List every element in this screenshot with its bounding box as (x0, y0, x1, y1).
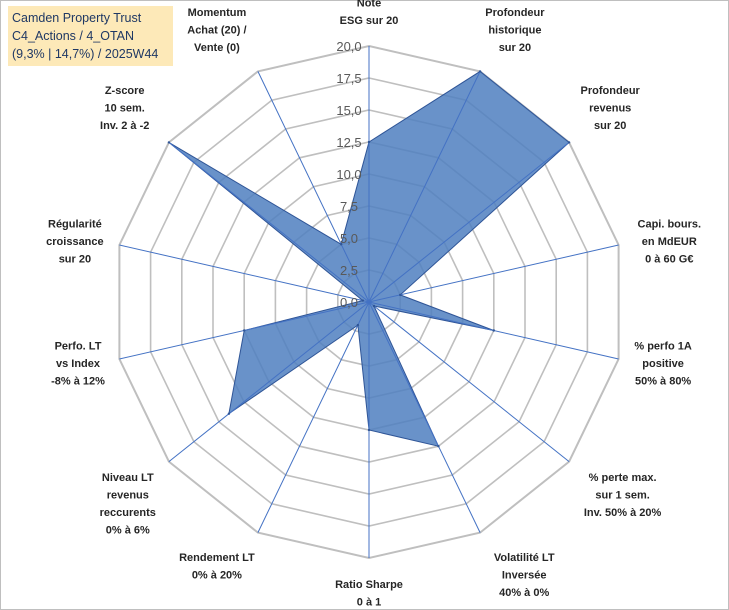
radial-tick-label: 17,5 (336, 71, 361, 86)
data-point (567, 141, 571, 144)
axis-label: ESG sur 20 (340, 15, 399, 27)
data-point (340, 243, 343, 246)
axis-spoke (168, 142, 370, 303)
axis-spoke (119, 244, 370, 303)
axis-spoke (257, 71, 370, 303)
axis-label: sur 20 (59, 254, 91, 266)
axis-label: 40% à 0% (499, 587, 549, 599)
axis-label: reccurents (100, 507, 156, 519)
axis-label: -8% à 12% (51, 376, 105, 388)
axis-label: Profondeur (581, 85, 641, 97)
axis-label: Note (357, 0, 381, 10)
data-point (167, 141, 171, 144)
axis-label: Z-score (105, 85, 145, 97)
axis-label: Vente (0) (194, 42, 240, 54)
radial-tick-label: 2,5 (340, 263, 358, 278)
radial-tick-label: 20,0 (336, 39, 361, 54)
axis-label: 10 sem. (105, 103, 145, 115)
data-point (478, 70, 482, 73)
data-point (356, 323, 360, 327)
radial-tick-label: 12,5 (336, 135, 361, 150)
radial-tick-label: 0,0 (340, 295, 358, 310)
axis-label: Momentum (188, 7, 247, 19)
data-point (372, 304, 376, 308)
axis-label: sur 20 (499, 42, 531, 54)
axis-label: 0 à 1 (357, 597, 381, 609)
axis-label: 50% à 80% (635, 376, 691, 388)
axis-label: Volatilité LT (494, 552, 555, 564)
axis-label: croissance (46, 236, 103, 248)
axis-label: Ratio Sharpe (335, 579, 403, 591)
performance-label: (9,3% | 14,7%) / 2025W44 (12, 47, 159, 61)
axis-spoke (368, 301, 570, 462)
axis-label: historique (488, 25, 541, 37)
axis-spoke (257, 301, 370, 533)
axis-label: % perte max. (589, 472, 657, 484)
axis-label: positive (642, 358, 684, 370)
radial-tick-label: 10,0 (336, 167, 361, 182)
data-point (367, 428, 371, 432)
axis-label: revenus (107, 489, 149, 501)
data-point (243, 329, 246, 332)
axis-spoke (368, 301, 481, 533)
company-name: Camden Property Trust (12, 11, 142, 25)
data-point (399, 293, 402, 297)
axis-label: Régularité (48, 219, 102, 231)
data-point (361, 299, 364, 302)
axis-label: 0% à 6% (106, 524, 150, 536)
radial-tick-label: 5,0 (340, 231, 358, 246)
axis-spoke (368, 244, 619, 303)
axis-label: 0% à 20% (192, 569, 242, 581)
radial-tick-label: 15,0 (336, 103, 361, 118)
data-point (492, 329, 495, 332)
data-point (227, 412, 231, 415)
axis-label: en MdEUR (642, 236, 697, 248)
data-point (437, 445, 440, 448)
axis-spoke (368, 142, 570, 303)
axis-spoke (168, 301, 370, 462)
axis-label: 0 à 60 G€ (645, 254, 693, 266)
axis-label: revenus (589, 103, 631, 115)
axis-label: Inv. 2 à -2 (100, 120, 149, 132)
radial-tick-label: 7,5 (340, 199, 358, 214)
axis-label: vs Index (56, 358, 101, 370)
axis-label: Inv. 50% à 20% (584, 507, 662, 519)
axis-label: Inversée (502, 569, 547, 581)
chart-title-box: Camden Property Trust C4_Actions / 4_OTA… (8, 6, 173, 66)
portfolio-label: C4_Actions / 4_OTAN (12, 29, 135, 43)
axis-label: Niveau LT (102, 472, 154, 484)
axis-label: Profondeur (485, 7, 545, 19)
axis-label: Rendement LT (179, 552, 255, 564)
data-point (367, 140, 371, 144)
axis-spoke (368, 71, 481, 303)
axis-label: Achat (20) / (187, 25, 246, 37)
axis-label: % perfo 1A (634, 341, 692, 353)
axis-label: sur 1 sem. (595, 489, 649, 501)
axis-label: Perfo. LT (55, 341, 102, 353)
axis-label: Capi. bours. (638, 219, 702, 231)
axis-label: sur 20 (594, 120, 626, 132)
